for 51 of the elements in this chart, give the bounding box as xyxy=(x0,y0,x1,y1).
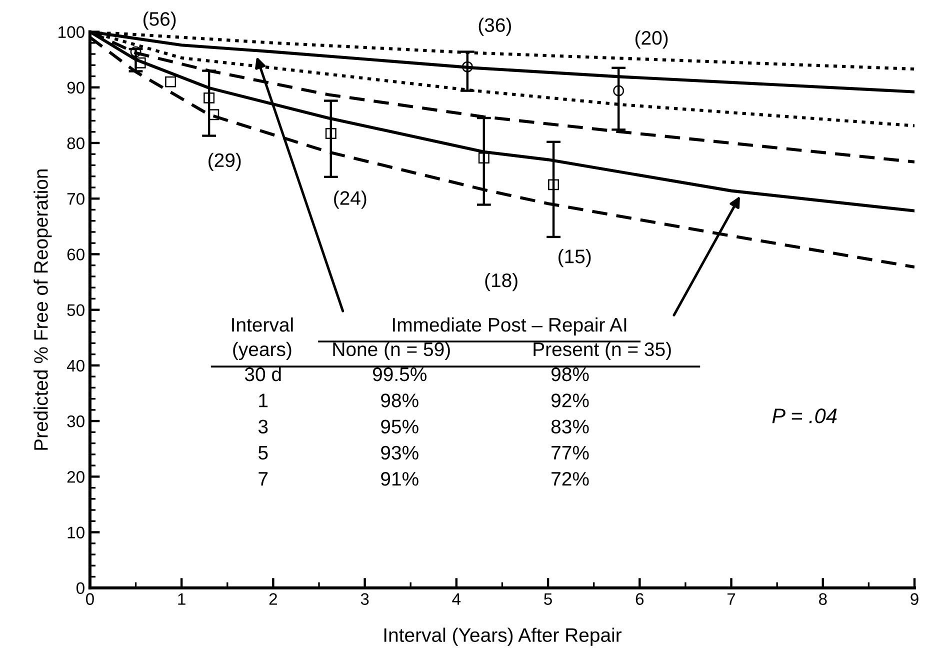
annotation: Present (n = 35) xyxy=(534,342,671,360)
annotation: (years) xyxy=(233,342,292,360)
text: (56) xyxy=(144,12,176,30)
annotation: Immediate Post – Repair AI xyxy=(393,317,626,336)
annotation: (18) xyxy=(485,272,518,292)
annotation: 1 xyxy=(259,394,268,408)
annotation: 3 xyxy=(258,420,268,434)
y-axis-title: Predicted % Free of Reoperation xyxy=(34,169,52,450)
y-tick-label: 40 xyxy=(66,360,84,372)
y-tick-label: 10 xyxy=(68,526,84,538)
annotation: 91% xyxy=(381,472,418,486)
y-tick-label: 60 xyxy=(67,248,84,260)
annotation: 7 xyxy=(258,472,268,486)
x-tick-label: 2 xyxy=(269,593,277,605)
annotation: 99.5% xyxy=(372,367,426,382)
annotation: Interval xyxy=(232,317,293,332)
annotation: (36) xyxy=(478,18,511,36)
annotation: 92% xyxy=(551,394,589,408)
annotation: 95% xyxy=(381,420,418,434)
annotation: 83% xyxy=(551,420,589,434)
x-tick-label: 0 xyxy=(86,593,94,605)
x-tick-label: 7 xyxy=(727,593,736,605)
annotation: (24) xyxy=(334,190,366,209)
y-tick-label: 20 xyxy=(67,471,84,483)
annotation: (29) xyxy=(208,152,241,171)
x-axis-title: Interval (Years) After Repair xyxy=(384,628,622,646)
y-tick-label: 0 xyxy=(76,582,84,594)
annotation: 30 d xyxy=(244,366,281,382)
y-tick-label: 100 xyxy=(58,26,84,38)
y-tick-label: 80 xyxy=(67,137,84,150)
y-tick-label: 70 xyxy=(67,193,84,205)
annotation: 72% xyxy=(552,472,589,486)
annotation: 98% xyxy=(551,367,589,382)
annotation: P = .04 xyxy=(772,408,837,424)
x-tick-label: 5 xyxy=(544,593,552,605)
x-tick-label: 6 xyxy=(636,593,644,605)
y-tick-label: 50 xyxy=(67,304,84,316)
annotation: 77% xyxy=(552,446,589,460)
y-tick-label: 30 xyxy=(67,415,84,428)
x-tick-label: 8 xyxy=(818,593,827,605)
x-tick-label: 1 xyxy=(178,593,186,605)
annotation: 98% xyxy=(381,394,418,408)
annotation: 5 xyxy=(258,446,268,460)
x-tick-label: 4 xyxy=(452,593,461,605)
x-tick-label: 9 xyxy=(910,593,918,605)
y-tick-label: 90 xyxy=(67,82,84,94)
annotation: (15) xyxy=(558,249,591,268)
x-tick-label: 3 xyxy=(360,593,369,605)
annotation: None (n = 59) xyxy=(333,342,450,360)
annotation: 93% xyxy=(381,446,418,460)
annotation: (20) xyxy=(635,30,668,49)
